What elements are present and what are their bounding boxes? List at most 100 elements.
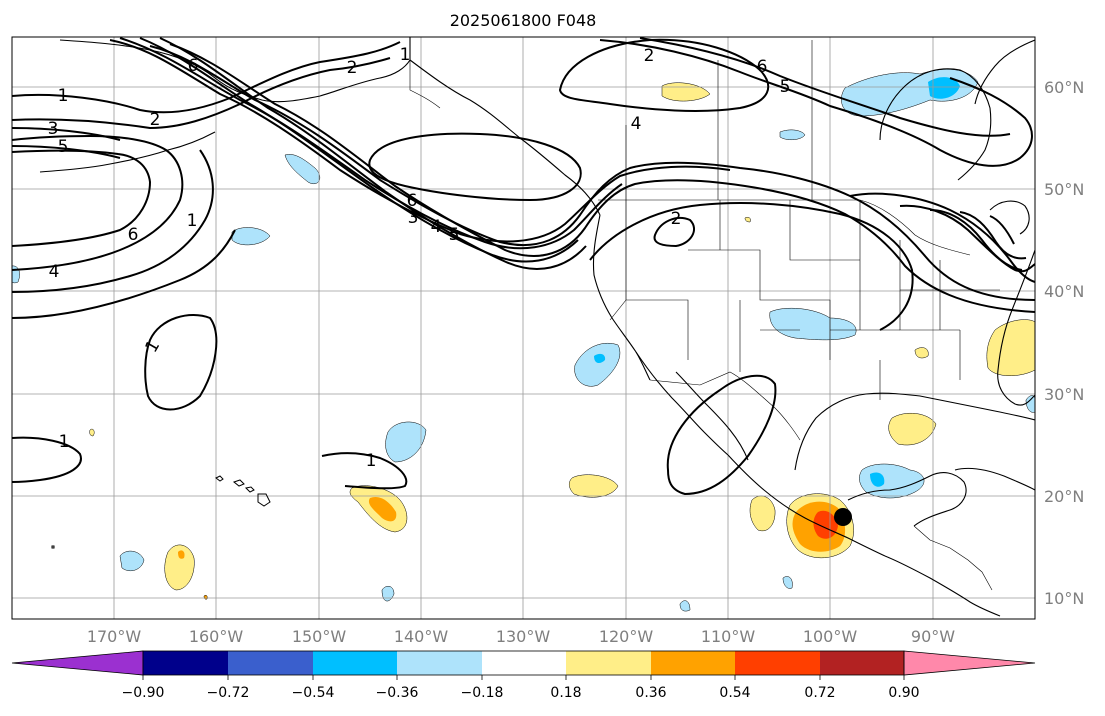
patch-pos2-hawaii-s (178, 550, 185, 559)
colorbar-tick-label: −0.54 (292, 685, 335, 701)
colorbar-tick-label: −0.36 (376, 685, 419, 701)
lon-label-170w: 170°W (87, 627, 142, 646)
patch-neg-colorado (769, 307, 857, 341)
patch-pos-hawaii-s (164, 544, 195, 591)
colorbar-ticks (142, 675, 905, 680)
patch-pos-gulf (888, 412, 937, 446)
contour-jet-5 (139, 37, 579, 263)
border-us-states-2 (609, 260, 1000, 400)
patch-pos-pacific-mex (569, 474, 619, 498)
coast-baja-inner (675, 371, 749, 461)
figure-title: 2025061800 F048 (450, 11, 597, 30)
colorbar-swatch (143, 651, 228, 675)
patch-neg-canada-small (779, 129, 806, 140)
coast-mexico-west (727, 454, 886, 557)
colorbar-swatch (566, 651, 651, 675)
lon-label-90w: 90°W (911, 627, 955, 646)
contour-1-west-edge (12, 436, 82, 483)
contour-jet-1 (149, 45, 1035, 301)
contour-label: 1 (58, 86, 69, 106)
contour-label: 1 (59, 432, 70, 452)
contour-6-west (12, 149, 152, 247)
contour-label: 6 (757, 57, 768, 77)
graticule (12, 37, 1035, 619)
lat-label-60n: 60°N (1044, 78, 1084, 97)
longitude-labels: 170°W 160°W 150°W 140°W 130°W 120°W 110°… (87, 627, 955, 646)
border-us-canada (598, 199, 971, 256)
patch-pos-small-canada (744, 216, 751, 223)
patch-pos-east-small (914, 347, 929, 359)
coast-cuba (954, 467, 1035, 491)
patch-pos-small-b (203, 594, 208, 600)
contour-4-west (12, 134, 184, 271)
contour-1-outer-west (12, 229, 236, 319)
colorbar-swatch (735, 651, 820, 675)
contour-label: 2 (644, 46, 655, 66)
colorbar-swatch (313, 651, 397, 675)
contour-label: 5 (780, 77, 791, 97)
contour-labels: 1 2 3 5 6 1 4 6 2 1 6 3 4 5 2 6 5 4 2 1 … (48, 45, 791, 471)
colorbar-tick-label: 0.36 (635, 685, 666, 701)
lat-label-10n: 10°N (1044, 589, 1084, 608)
map-layers: 1 2 3 5 6 1 4 6 2 1 6 3 4 5 2 6 5 4 2 1 … (12, 37, 1035, 619)
storm-position-dot (834, 508, 852, 526)
contour-label: 3 (48, 119, 59, 139)
patch-neg-pacific-a (231, 227, 271, 246)
islands (51, 475, 271, 549)
colorbar-tick-label: −0.90 (122, 685, 165, 701)
lon-label-120w: 120°W (599, 627, 654, 646)
coast-hudson (879, 68, 992, 181)
borders (409, 37, 1000, 591)
coast-west-us (592, 214, 651, 381)
contour-3-west (12, 127, 121, 141)
contours (12, 37, 1035, 496)
lon-label-130w: 130°W (496, 627, 551, 646)
coast-labrador (974, 39, 1035, 105)
patch-neg-small-c (381, 586, 395, 602)
patch-neg2-gulf-mexico (870, 472, 885, 487)
contour-jet-2 (169, 43, 1035, 313)
patch-pos-mex-west (749, 495, 776, 532)
coast-aleutians (39, 131, 216, 173)
colorbar-tick-labels: −0.90 −0.72 −0.54 −0.36 −0.18 0.18 0.36 … (122, 685, 920, 701)
colorbar-tick-label: 0.90 (888, 685, 919, 701)
contour-label: 5 (449, 225, 460, 245)
coast-alaska (59, 37, 411, 103)
coast-central-am (884, 555, 1001, 617)
contour-jet-3 (109, 39, 731, 243)
contour-east-1 (849, 192, 1035, 283)
patch-neg-small-d (679, 600, 691, 612)
contour-2-wide (589, 202, 914, 331)
contour-label: 4 (49, 262, 60, 282)
island-hawaii-4 (257, 493, 271, 507)
lat-label-50n: 50°N (1044, 180, 1084, 199)
colorbar-left-extend (11, 650, 144, 676)
contour-jet-6 (159, 37, 587, 270)
colorbar-outline (142, 650, 905, 676)
lon-label-150w: 150°W (292, 627, 347, 646)
border-alaska-canada (409, 37, 441, 109)
contour-label: 6 (407, 191, 418, 211)
colorbar: −0.90 −0.72 −0.54 −0.36 −0.18 0.18 0.36 … (11, 650, 1036, 701)
contour-label: 2 (347, 58, 358, 78)
patch-neg-baja-west (574, 342, 621, 387)
contour-east-3 (929, 209, 1023, 271)
patch-pos2-hawaii-ne (368, 496, 397, 522)
map-frame (11, 36, 1036, 620)
colorbar-swatch (482, 651, 566, 675)
colorbar-swatch (397, 651, 482, 675)
contour-gulf-loop (368, 132, 582, 202)
contour-label: 1 (400, 45, 411, 65)
contour-5-outer (12, 149, 214, 293)
contour-label: 4 (631, 114, 642, 134)
contour-2-small (653, 216, 695, 248)
coast-yucatan (847, 472, 967, 527)
colorbar-swatch (651, 651, 735, 675)
colorbar-right-extend (903, 650, 1036, 676)
colorbar-tick-label: −0.18 (461, 685, 504, 701)
patch-pos3-mex-south (813, 510, 838, 539)
patch-pos-small-a (89, 428, 95, 437)
contour-2-north (12, 57, 391, 130)
lon-label-140w: 140°W (394, 627, 449, 646)
